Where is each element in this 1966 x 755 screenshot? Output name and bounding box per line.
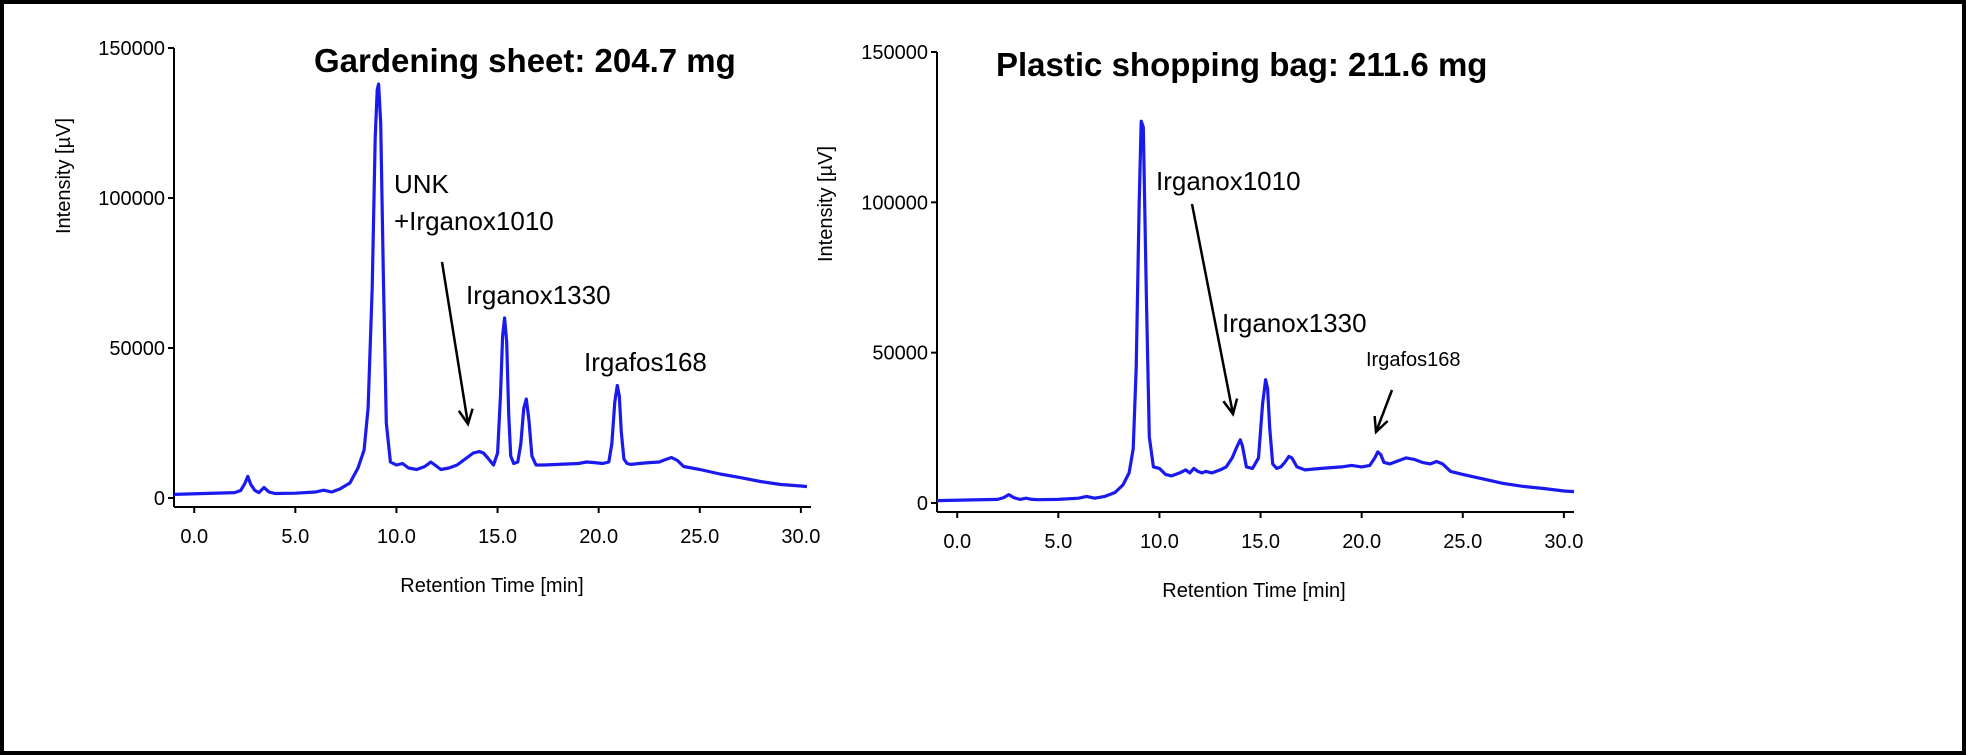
y-axis-label: Intensity [µV] bbox=[815, 146, 837, 262]
annotation-irganox1330: Irganox1330 bbox=[466, 280, 611, 310]
arrow-shaft bbox=[440, 261, 470, 425]
x-tick-label: 15.0 bbox=[1241, 531, 1280, 553]
x-tick-label: 30.0 bbox=[1544, 531, 1583, 553]
x-axis-label: Retention Time [min] bbox=[400, 575, 583, 597]
x-axis-label: Retention Time [min] bbox=[1162, 580, 1345, 602]
annotation-irgafos168: Irgafos168 bbox=[584, 347, 707, 377]
shopping-bag-chromatogram: 0 50000 100000 150000 0.0 5.0 10.0 15.0 20.0 25.… bbox=[815, 42, 1583, 602]
x-tick-label: 10.0 bbox=[377, 526, 416, 548]
arrow-head bbox=[1373, 415, 1389, 435]
arrow-shaft bbox=[1374, 389, 1394, 433]
x-ticks: 0.0 5.0 10.0 15.0 20.0 25.0 30.0 bbox=[943, 512, 1583, 553]
chromatogram-figure: 0 50000 100000 150000 0.0 5.0 10.0 15.0 20.0 25.… bbox=[4, 38, 1962, 751]
y-tick-label: 0 bbox=[154, 488, 165, 510]
y-tick-label: 150000 bbox=[98, 38, 165, 60]
x-tick-label: 5.0 bbox=[281, 526, 309, 548]
y-tick-label: 0 bbox=[917, 493, 928, 515]
y-ticks: 0 50000 100000 150000 bbox=[98, 38, 174, 510]
y-tick-label: 150000 bbox=[861, 42, 928, 64]
y-tick-label: 50000 bbox=[109, 338, 165, 360]
chromatogram-trace bbox=[173, 82, 808, 496]
y-tick-label: 100000 bbox=[861, 192, 928, 214]
annotation-irganox1330: Irganox1330 bbox=[1222, 308, 1367, 338]
arrow-shaft bbox=[1190, 203, 1235, 415]
arrow-head bbox=[457, 408, 474, 427]
annotation-irganox1010: +Irganox1010 bbox=[394, 206, 554, 236]
x-tick-label: 20.0 bbox=[1342, 531, 1381, 553]
arrow-head bbox=[1222, 398, 1239, 417]
x-tick-label: 0.0 bbox=[180, 526, 208, 548]
cropped-caption-strip bbox=[4, 739, 1962, 751]
annotation-irganox1010: Irganox1010 bbox=[1156, 166, 1301, 196]
x-tick-label: 10.0 bbox=[1140, 531, 1179, 553]
chart-title: Gardening sheet: 204.7 mg bbox=[314, 42, 736, 79]
annotation-irgafos168: Irgafos168 bbox=[1366, 349, 1461, 371]
x-tick-label: 5.0 bbox=[1044, 531, 1072, 553]
gardening-sheet-chromatogram: 0 50000 100000 150000 0.0 5.0 10.0 15.0 20.0 25.… bbox=[53, 38, 820, 597]
x-tick-label: 20.0 bbox=[579, 526, 618, 548]
x-tick-label: 25.0 bbox=[680, 526, 719, 548]
y-tick-label: 50000 bbox=[872, 343, 928, 365]
x-ticks: 0.0 5.0 10.0 15.0 20.0 25.0 30.0 bbox=[180, 507, 820, 548]
annotation-arrows bbox=[440, 261, 474, 427]
y-ticks: 0 50000 100000 150000 bbox=[861, 42, 937, 515]
chromatogram-trace bbox=[936, 119, 1575, 503]
x-tick-label: 15.0 bbox=[478, 526, 517, 548]
annotation-arrows bbox=[1190, 203, 1394, 435]
x-tick-label: 0.0 bbox=[943, 531, 971, 553]
chart-title: Plastic shopping bag: 211.6 mg bbox=[996, 46, 1487, 83]
annotation-unk: UNK bbox=[394, 169, 450, 199]
y-axis-label: Intensity [µV] bbox=[53, 118, 75, 234]
x-tick-label: 30.0 bbox=[781, 526, 820, 548]
y-tick-label: 100000 bbox=[98, 188, 165, 210]
x-tick-label: 25.0 bbox=[1443, 531, 1482, 553]
